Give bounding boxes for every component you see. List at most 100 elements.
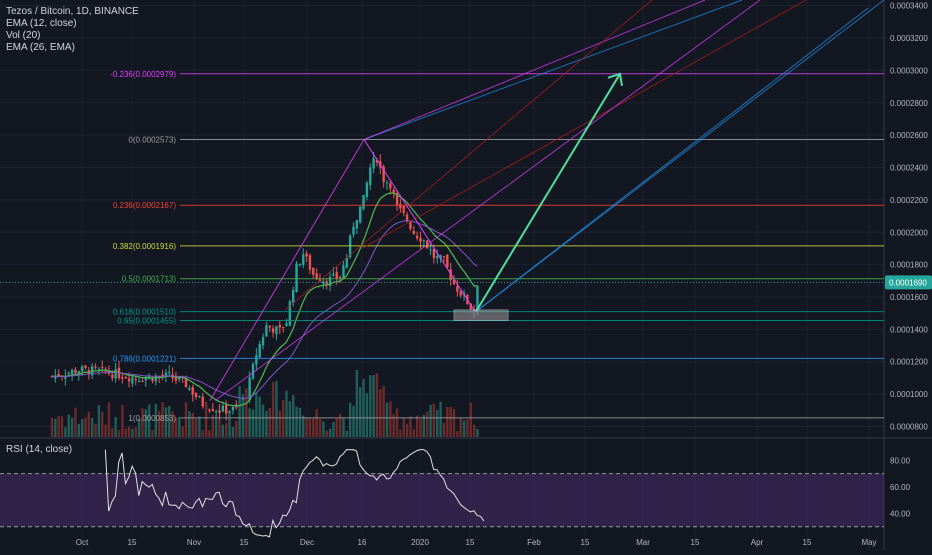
candle-body — [84, 365, 87, 368]
candle-body — [124, 377, 127, 379]
candle-body — [101, 366, 104, 368]
volume-bar — [265, 410, 268, 437]
volume-bar — [318, 419, 322, 437]
x-axis-tick-label: 15 — [128, 538, 137, 547]
y-axis-tick-label: 0.0000800 — [890, 422, 928, 431]
candle-body — [251, 363, 255, 379]
volume-bar — [436, 409, 439, 437]
candle-body — [121, 377, 124, 379]
candle-body — [80, 366, 84, 372]
fib-level-label: 1(0.0000853) — [128, 414, 176, 423]
candle-body — [302, 254, 305, 265]
candle-body — [127, 378, 131, 382]
volume-bar — [127, 426, 131, 437]
candle-body — [436, 256, 439, 259]
candle-body — [154, 375, 158, 382]
rsi-band — [0, 473, 884, 527]
candle-body — [292, 289, 295, 303]
volume-bar — [211, 414, 214, 437]
indicator-ema12[interactable]: EMA (12, close) — [6, 18, 77, 29]
candle-body — [50, 376, 54, 378]
candle-body — [164, 372, 168, 378]
y-axis-tick-label: 0.0001000 — [890, 390, 928, 399]
volume-bar — [117, 430, 121, 437]
volume-bar — [255, 392, 258, 437]
y-axis-tick-label: 0.0003200 — [890, 34, 928, 43]
candle-body — [255, 355, 258, 365]
volume-bar — [101, 411, 104, 437]
pitchfork-handle — [209, 139, 365, 401]
volume-bar — [419, 418, 422, 437]
candle-body — [278, 324, 281, 328]
indicator-ema26[interactable]: EMA (26, EMA) — [6, 42, 75, 53]
candle-body — [131, 377, 134, 384]
candle-body — [328, 276, 332, 286]
volume-bar — [70, 417, 74, 437]
candle-body — [91, 366, 94, 376]
volume-bar — [348, 402, 352, 437]
candle-body — [111, 374, 114, 379]
rsi-axis-tick-label: 60.00 — [890, 483, 911, 492]
volume-bar — [288, 401, 292, 437]
volume-bar — [131, 429, 134, 437]
chart-legend: Tezos / Bitcoin, 1D, BINANCE EMA (12, cl… — [6, 6, 139, 54]
volume-bar — [372, 374, 375, 437]
volume-bar — [278, 410, 281, 437]
volume-bar — [469, 402, 472, 437]
x-axis-tick-label: Apr — [751, 538, 764, 547]
volume-bar — [261, 404, 265, 437]
volume-bar — [104, 424, 107, 437]
volume-bar — [201, 430, 204, 437]
volume-bar — [251, 409, 255, 437]
volume-bar — [302, 415, 305, 437]
candle-body — [385, 182, 389, 184]
volume-bar — [111, 428, 114, 437]
volume-bar — [97, 405, 101, 437]
candle-body — [298, 264, 302, 266]
y-axis-tick-label: 0.0002200 — [890, 196, 928, 205]
candle-body — [281, 327, 285, 329]
volume-bar — [225, 422, 228, 437]
volume-bar — [305, 417, 308, 437]
candle-body — [231, 406, 235, 411]
candle-body — [94, 366, 97, 368]
volume-bar — [114, 416, 117, 437]
candle-body — [201, 396, 204, 407]
fib-level-label: 0.618(0.0001510) — [113, 308, 177, 317]
volume-bar — [158, 411, 161, 437]
candle-body — [325, 281, 328, 286]
pitchfork-line — [284, 0, 653, 311]
candle-body — [288, 301, 292, 326]
volume-bar — [275, 381, 278, 437]
volume-bar — [399, 429, 402, 437]
volume-bar — [137, 418, 141, 437]
volume-bar — [57, 416, 60, 437]
indicator-volume[interactable]: Vol (20) — [6, 30, 41, 41]
candle-body — [476, 285, 479, 310]
x-axis-tick-label: 15 — [240, 538, 249, 547]
volume-bar — [335, 418, 338, 437]
candle-body — [77, 371, 80, 374]
rsi-legend[interactable]: RSI (14, close) — [6, 444, 73, 455]
x-axis-tick-label: Dec — [300, 538, 314, 547]
chart-title: Tezos / Bitcoin, 1D, BINANCE — [6, 6, 139, 17]
candle-body — [348, 235, 352, 258]
volume-bar — [345, 430, 348, 437]
candle-body — [409, 222, 412, 230]
pitchfork-line — [475, 7, 869, 312]
pitchfork-line — [363, 0, 706, 140]
candle-body — [395, 193, 399, 205]
volume-bar — [141, 408, 144, 437]
y-axis-tick-label: 0.0001600 — [890, 293, 928, 302]
x-axis-tick-label: May — [861, 538, 876, 547]
volume-bar — [144, 409, 147, 437]
volume-bar — [231, 427, 235, 437]
volume-bar — [214, 416, 218, 437]
x-axis-tick-label: 15 — [466, 538, 475, 547]
volume-bar — [191, 413, 194, 437]
candle-body — [359, 206, 362, 223]
candle-body — [429, 249, 432, 251]
candle-body — [345, 257, 348, 268]
